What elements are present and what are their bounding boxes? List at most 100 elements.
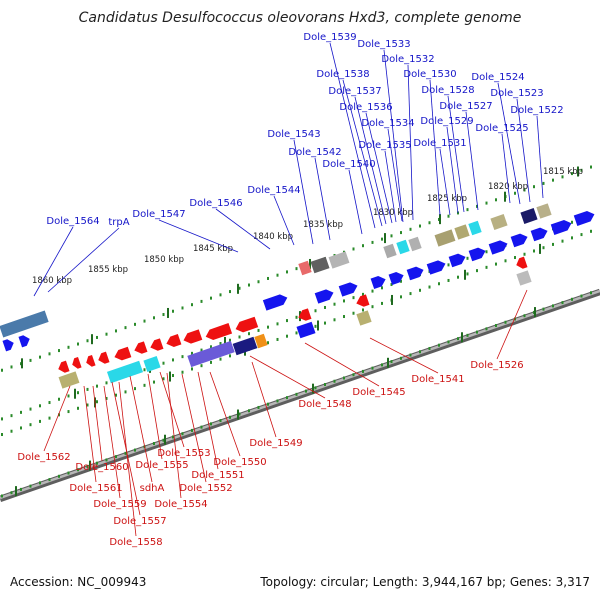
tick-mark xyxy=(381,363,383,367)
reverse-gene-arrow xyxy=(134,341,148,354)
tick-major xyxy=(91,334,93,345)
tick-mark xyxy=(105,396,108,400)
forward-gene-arrow xyxy=(510,233,528,248)
tick-mark xyxy=(466,256,469,260)
tick-mark xyxy=(381,237,383,241)
tick-major xyxy=(167,307,169,318)
tick-mark xyxy=(162,313,165,317)
tick-mark xyxy=(542,181,545,185)
leader-dole-1547 xyxy=(158,219,239,253)
tick-mark xyxy=(10,491,13,495)
tick-mark xyxy=(86,403,89,407)
label-dole-1531: Dole_1531 xyxy=(413,138,466,149)
scale-ticks xyxy=(1,165,592,498)
tick-mark xyxy=(20,410,22,414)
label-dole-1535: Dole_1535 xyxy=(358,140,411,151)
reverse-gene-box xyxy=(143,356,161,372)
tick-major xyxy=(224,336,226,347)
tick-mark xyxy=(533,249,535,253)
tick-mark xyxy=(200,299,203,303)
tick-mark xyxy=(77,406,79,410)
tick-mark xyxy=(77,391,79,395)
tick-mark xyxy=(29,407,32,411)
leader-dole-1537 xyxy=(354,96,387,225)
label-dole-1564: Dole_1564 xyxy=(46,216,99,227)
leader-dole-1553 xyxy=(159,371,185,448)
tick-mark xyxy=(428,346,431,350)
label-dole-1546: Dole_1546 xyxy=(189,198,242,209)
tick-major xyxy=(577,166,579,177)
forward-gene-arrow xyxy=(388,271,404,285)
tick-mark xyxy=(419,224,421,228)
label-dole-1558: Dole_1558 xyxy=(109,537,162,548)
label-dole-1541: Dole_1541 xyxy=(411,374,464,385)
tick-mark xyxy=(191,351,193,355)
label-dole-1561: Dole_1561 xyxy=(69,483,122,494)
leader-dole-1552 xyxy=(181,373,207,483)
tick-major xyxy=(391,294,393,305)
tick-mark xyxy=(162,361,165,365)
tick-mark xyxy=(485,250,488,254)
reverse-gene-box xyxy=(187,340,235,368)
tick-mark xyxy=(86,339,89,343)
tick-mark xyxy=(428,285,431,289)
tick-mark xyxy=(200,425,203,429)
tick-mark xyxy=(333,379,336,383)
tick-mark xyxy=(1,494,3,498)
tick-mark xyxy=(447,263,450,267)
leader-dole-1539 xyxy=(329,42,376,229)
forward-gene-arrow xyxy=(488,240,508,255)
scale-label-1860-kbp: 1860 kbp xyxy=(32,276,72,286)
tick-mark xyxy=(400,295,402,299)
tick-mark xyxy=(295,315,298,319)
reverse-gene-arrow xyxy=(58,360,70,373)
forward-gene-box xyxy=(328,251,350,269)
scale-label-1815-kbp: 1815 kbp xyxy=(543,167,583,177)
tick-mark xyxy=(400,356,402,360)
tick-mark xyxy=(371,366,374,370)
leader-dole-1530 xyxy=(429,79,441,216)
tick-mark xyxy=(552,178,554,182)
leader-dole-1536 xyxy=(365,112,393,224)
tick-mark xyxy=(466,208,469,212)
tick-mark xyxy=(29,484,32,488)
tick-mark xyxy=(552,304,554,308)
reverse-gene-arrow xyxy=(516,256,528,269)
tick-mark xyxy=(400,231,402,235)
tick-mark xyxy=(371,289,374,293)
label-dole-1544: Dole_1544 xyxy=(247,185,300,196)
tick-mark xyxy=(352,311,355,315)
leader-dole-1534 xyxy=(387,128,403,222)
tick-mark xyxy=(172,374,174,378)
tick-mark xyxy=(580,168,583,172)
label-dole-1543: Dole_1543 xyxy=(267,129,320,140)
label-dole-1538: Dole_1538 xyxy=(316,69,369,80)
label-dole-1549: Dole_1549 xyxy=(249,438,302,449)
tick-mark xyxy=(362,308,364,312)
tick-mark xyxy=(105,458,108,462)
tick-mark xyxy=(105,381,108,385)
tick-mark xyxy=(590,291,592,295)
tick-mark xyxy=(314,324,317,328)
tick-mark xyxy=(248,283,250,287)
tick-mark xyxy=(191,367,193,371)
tick-mark xyxy=(153,380,155,384)
tick-mark xyxy=(485,327,488,331)
label-dole-1539: Dole_1539 xyxy=(303,32,356,43)
label-dole-1522: Dole_1522 xyxy=(510,105,563,116)
forward-gene-box xyxy=(536,203,552,219)
leader-dole-1559 xyxy=(103,385,121,499)
tick-mark xyxy=(181,306,184,310)
reverse-gene-box xyxy=(356,310,372,326)
leader-dole-1541 xyxy=(369,337,439,374)
tick-mark xyxy=(580,294,583,298)
reverse-gene-arrow xyxy=(298,308,312,321)
reverse-gene-arrow xyxy=(114,346,132,361)
label-dole-1523: Dole_1523 xyxy=(490,88,543,99)
tick-mark xyxy=(466,333,469,337)
leader-dole-1522 xyxy=(536,115,544,199)
tick-mark xyxy=(466,272,469,276)
leader-dole-1545 xyxy=(304,342,380,387)
tick-mark xyxy=(571,172,573,176)
leader-dole-1550 xyxy=(209,371,241,457)
